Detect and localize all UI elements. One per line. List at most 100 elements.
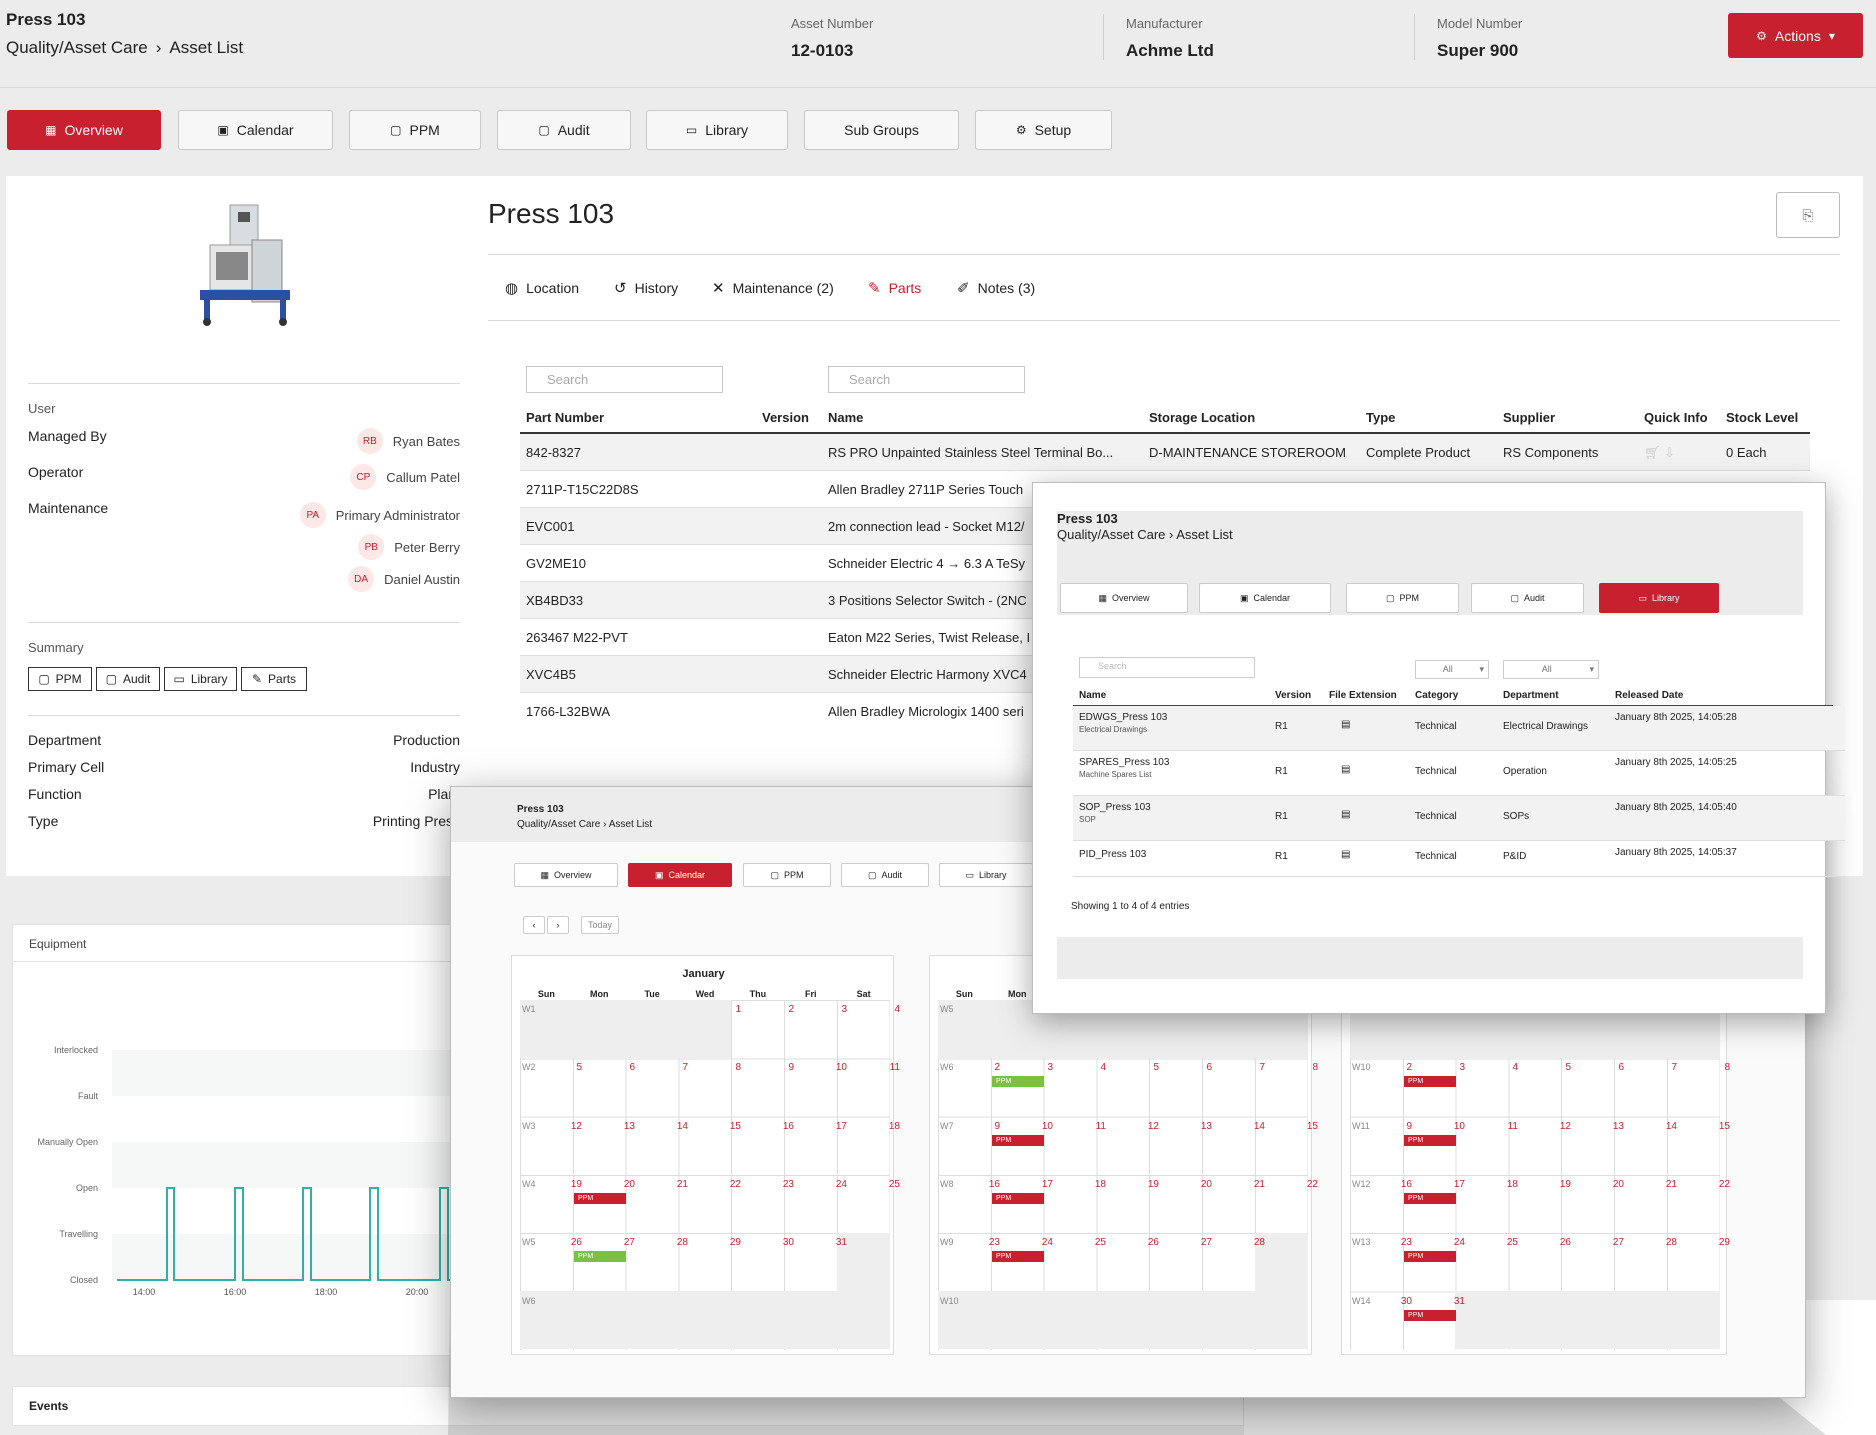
clipboard-icon: ▢ [1385, 592, 1395, 603]
col-type[interactable]: Type [1366, 410, 1396, 425]
mini-tab-audit[interactable]: ▢ Audit [841, 863, 929, 887]
department-filter[interactable]: All ▾ [1503, 660, 1599, 679]
col-name[interactable]: Name [1079, 690, 1107, 701]
state-label: Interlocked [54, 1045, 98, 1055]
tab-sub-groups[interactable]: Sub Groups [804, 110, 959, 150]
note-edit-icon: ✐ [957, 279, 970, 297]
col-department[interactable]: Department [1503, 690, 1559, 701]
detail-department: Department Production [28, 732, 460, 748]
clipboard-icon: ▢ [1510, 592, 1519, 603]
mini-tab-calendar[interactable]: ▣ Calendar [1199, 583, 1331, 613]
tab-setup[interactable]: ⚙ Setup [975, 110, 1112, 150]
table-row[interactable]: SPARES_Press 103 Machine Spares List R1 ▤ … [1073, 751, 1845, 796]
col-supplier[interactable]: Supplier [1503, 410, 1556, 425]
tab-overview[interactable]: ▦ Overview [7, 110, 161, 150]
ppm-event[interactable]: PPM [1404, 1251, 1456, 1262]
summary-audit-button[interactable]: ▢ Audit [96, 667, 160, 691]
part-number-search[interactable]: Search [526, 366, 723, 393]
tab-library[interactable]: ▭ Library [646, 110, 788, 150]
time-label: 14:00 [133, 1287, 156, 1297]
col-stock-level[interactable]: Stock Level [1726, 410, 1799, 425]
state-label: Fault [78, 1091, 99, 1101]
tab-calendar[interactable]: ▣ Calendar [178, 110, 333, 150]
subtab-history[interactable]: ↺ History [614, 279, 679, 297]
ppm-event[interactable]: PPM [1404, 1076, 1456, 1087]
table-row[interactable]: EDWGS_Press 103 Electrical Drawings R1 ▤ T… [1073, 706, 1845, 751]
entries-info: Showing 1 to 4 of 4 entries [1071, 901, 1190, 912]
mini-tab-calendar[interactable]: ▣ Calendar [628, 863, 732, 887]
page-title: Press 103 [6, 10, 86, 29]
col-version[interactable]: Version [1275, 690, 1312, 701]
maintenance-person[interactable]: DA Daniel Austin [200, 566, 460, 592]
mini-tab-ppm[interactable]: ▢ PPM [1346, 583, 1459, 613]
col-released-date[interactable]: Released Date [1615, 690, 1684, 701]
mini-tab-audit[interactable]: ▢ Audit [1471, 583, 1584, 613]
breadcrumb-item[interactable]: Quality/Asset Care [6, 38, 148, 57]
clipboard-icon: ▢ [538, 123, 550, 137]
header [0, 0, 1876, 88]
pdf-file-icon: ▤ [1341, 764, 1351, 775]
mini-tab-library[interactable]: ▭ Library [1599, 583, 1719, 613]
managed-by-person[interactable]: RB Ryan Bates [240, 428, 460, 454]
table-row[interactable]: 842-8327 RS PRO Unpainted Stainless Stee… [520, 434, 1810, 471]
maintenance-label: Maintenance [28, 500, 109, 516]
today-button[interactable]: Today [581, 916, 619, 934]
mini-tab-library[interactable]: ▭ Library [939, 863, 1033, 887]
mini-tab-overview[interactable]: ▦ Overview [514, 863, 618, 887]
col-storage-location[interactable]: Storage Location [1149, 410, 1256, 425]
subtab-location[interactable]: ◍ Location [505, 279, 580, 297]
summary-library-button[interactable]: ▭ Library [164, 667, 237, 691]
avatar: CP [350, 464, 377, 490]
tab-audit[interactable]: ▢ Audit [497, 110, 631, 150]
avatar: PA [299, 502, 326, 528]
actions-button[interactable]: ⚙ Actions ▾ [1728, 13, 1863, 58]
tab-ppm[interactable]: ▢ PPM [349, 110, 481, 150]
ppm-event[interactable]: PPM [992, 1251, 1044, 1262]
history-icon: ↺ [614, 279, 627, 297]
maintenance-person[interactable]: PA Primary Administrator [200, 502, 460, 528]
library-search-input[interactable]: Search [1079, 657, 1255, 678]
subtab-notes[interactable]: ✐ Notes (3) [957, 279, 1036, 297]
time-label: 16:00 [224, 1287, 247, 1297]
maintenance-person[interactable]: PB Peter Berry [200, 534, 460, 560]
ppm-event[interactable]: PPM [574, 1193, 626, 1204]
col-part-number[interactable]: Part Number [526, 410, 605, 425]
summary-parts-button[interactable]: ✎ Parts [241, 667, 307, 691]
table-row[interactable]: 1766-L32BWA Allen Bradley Micrologix 1400… [526, 704, 1024, 719]
state-label: Manually Open [37, 1137, 98, 1147]
operator-person[interactable]: CP Callum Patel [240, 464, 460, 490]
clipboard-icon: ▢ [105, 672, 117, 686]
clipboard-icon: ▢ [770, 869, 779, 880]
ppm-event[interactable]: PPM [574, 1251, 626, 1262]
detail-primary-cell: Primary Cell Industry [28, 759, 460, 775]
table-row[interactable]: PID_Press 103 R1 ▤ Technical P&ID January 8… [1073, 841, 1845, 877]
ppm-event[interactable]: PPM [992, 1076, 1044, 1087]
dashboard-icon: ▦ [1098, 592, 1107, 603]
prev-month-button[interactable]: ‹ [523, 916, 545, 934]
col-quick-info[interactable]: Quick Info [1644, 410, 1708, 425]
ppm-event[interactable]: PPM [1404, 1193, 1456, 1204]
name-search[interactable]: Search [828, 366, 1025, 393]
next-month-button[interactable]: › [547, 916, 569, 934]
table-row[interactable]: SOP_Press 103 SOP R1 ▤ Technical SOPs Januar… [1073, 796, 1845, 841]
category-filter[interactable]: All ▾ [1415, 660, 1489, 679]
gear-icon: ⚙ [1756, 28, 1767, 43]
avatar: PB [358, 534, 385, 560]
col-name[interactable]: Name [828, 410, 864, 425]
dashboard-icon: ▦ [45, 123, 57, 137]
summary-ppm-button[interactable]: ▢ PPM [28, 667, 92, 691]
ppm-event[interactable]: PPM [1404, 1310, 1456, 1321]
ppm-event[interactable]: PPM [1404, 1135, 1456, 1146]
mini-tab-overview[interactable]: ▦ Overview [1060, 583, 1188, 613]
ppm-event[interactable]: PPM [992, 1135, 1044, 1146]
col-version[interactable]: Version [762, 410, 809, 425]
col-file-extension[interactable]: File Extension [1329, 690, 1397, 701]
breadcrumb-item[interactable]: Asset List [169, 38, 244, 57]
ppm-event[interactable]: PPM [992, 1193, 1044, 1204]
subtab-maintenance[interactable]: ✕ Maintenance (2) [712, 279, 834, 297]
pdf-file-icon: ▤ [1341, 849, 1351, 860]
col-category[interactable]: Category [1415, 690, 1459, 701]
subtab-parts[interactable]: ✎ Parts [868, 279, 922, 297]
export-button[interactable]: ⎘ [1776, 192, 1840, 238]
mini-tab-ppm[interactable]: ▢ PPM [743, 863, 831, 887]
